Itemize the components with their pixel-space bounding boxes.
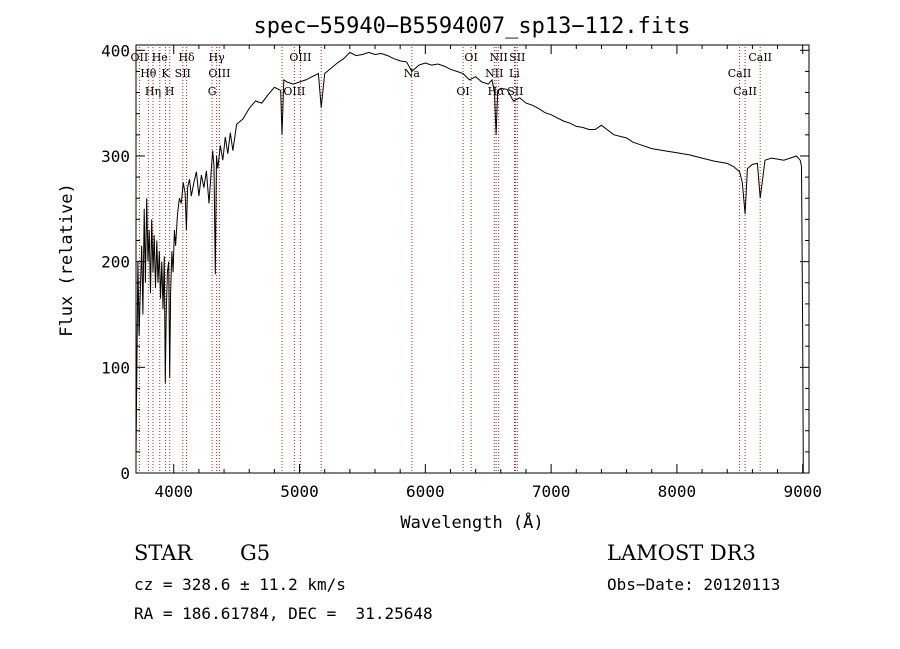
- y-axis-ticks: 0 100 200 300 400: [101, 41, 809, 483]
- line-marker-label: CaII: [733, 85, 757, 98]
- line-marker-label: Hθ: [140, 67, 157, 80]
- line-marker-label: Na: [404, 67, 421, 80]
- x-tick-label: 9000: [783, 482, 822, 501]
- coordinates: RA = 186.61784, DEC = 31.25648: [134, 604, 433, 623]
- survey-name: LAMOST DR3: [607, 541, 756, 565]
- chart-title: spec−55940−B5594007_sp13−112.fits: [253, 14, 690, 39]
- x-tick-label: 6000: [406, 482, 445, 501]
- line-marker-label: Hη: [145, 85, 161, 98]
- line-marker-label: K: [161, 67, 170, 80]
- spectrum-line: [135, 51, 804, 474]
- line-marker-label: OIII: [208, 67, 230, 80]
- line-marker-label: Hδ: [178, 51, 195, 64]
- x-tick-label: 4000: [154, 482, 193, 501]
- line-marker-label: H: [165, 85, 175, 98]
- line-marker-labels: OII Hθ Hη He KH Hδ SII G Hγ OIII OIII OIII Na OI OI NII…: [131, 51, 772, 98]
- line-markers: [138, 47, 761, 473]
- y-tick-label: 400: [101, 41, 130, 60]
- x-axis-label: Wavelength (Å): [400, 511, 543, 533]
- line-marker-label: SII: [175, 67, 191, 80]
- y-tick-label: 0: [120, 464, 130, 483]
- y-tick-label: 200: [101, 253, 130, 272]
- line-marker-label: SII: [507, 85, 523, 98]
- line-marker-label: OI: [464, 51, 477, 64]
- line-marker-label: NII: [490, 51, 508, 64]
- x-axis-ticks: 4000 5000 6000 7000 8000 9000: [154, 45, 822, 501]
- y-axis-label: Flux (relative): [57, 183, 77, 337]
- x-tick-label: 5000: [280, 482, 319, 501]
- x-tick-label: 7000: [532, 482, 571, 501]
- line-marker-label: G: [208, 85, 217, 98]
- obs-date: Obs−Date: 20120113: [607, 575, 780, 594]
- line-marker-label: OII: [131, 51, 149, 64]
- y-tick-label: 300: [101, 147, 130, 166]
- object-class: STAR: [134, 541, 193, 565]
- line-marker-label: Hα: [488, 85, 506, 98]
- line-marker-label: CaII: [748, 51, 772, 64]
- y-tick-label: 100: [101, 358, 130, 377]
- line-marker-label: SII: [509, 51, 525, 64]
- cz-value: cz = 328.6 ± 11.2 km/s: [134, 575, 346, 594]
- line-marker-label: NII: [485, 67, 503, 80]
- line-marker-label: He: [152, 51, 168, 64]
- line-marker-label: CaII: [728, 67, 752, 80]
- line-marker-label: OIII: [283, 85, 305, 98]
- line-marker-label: Hγ: [209, 51, 226, 64]
- subclass: G5: [240, 541, 270, 565]
- line-marker-label: Li: [509, 67, 520, 80]
- plot-frame: [135, 44, 810, 474]
- x-tick-label: 8000: [658, 482, 697, 501]
- line-marker-label: OI: [456, 85, 469, 98]
- line-marker-label: OIII: [289, 51, 311, 64]
